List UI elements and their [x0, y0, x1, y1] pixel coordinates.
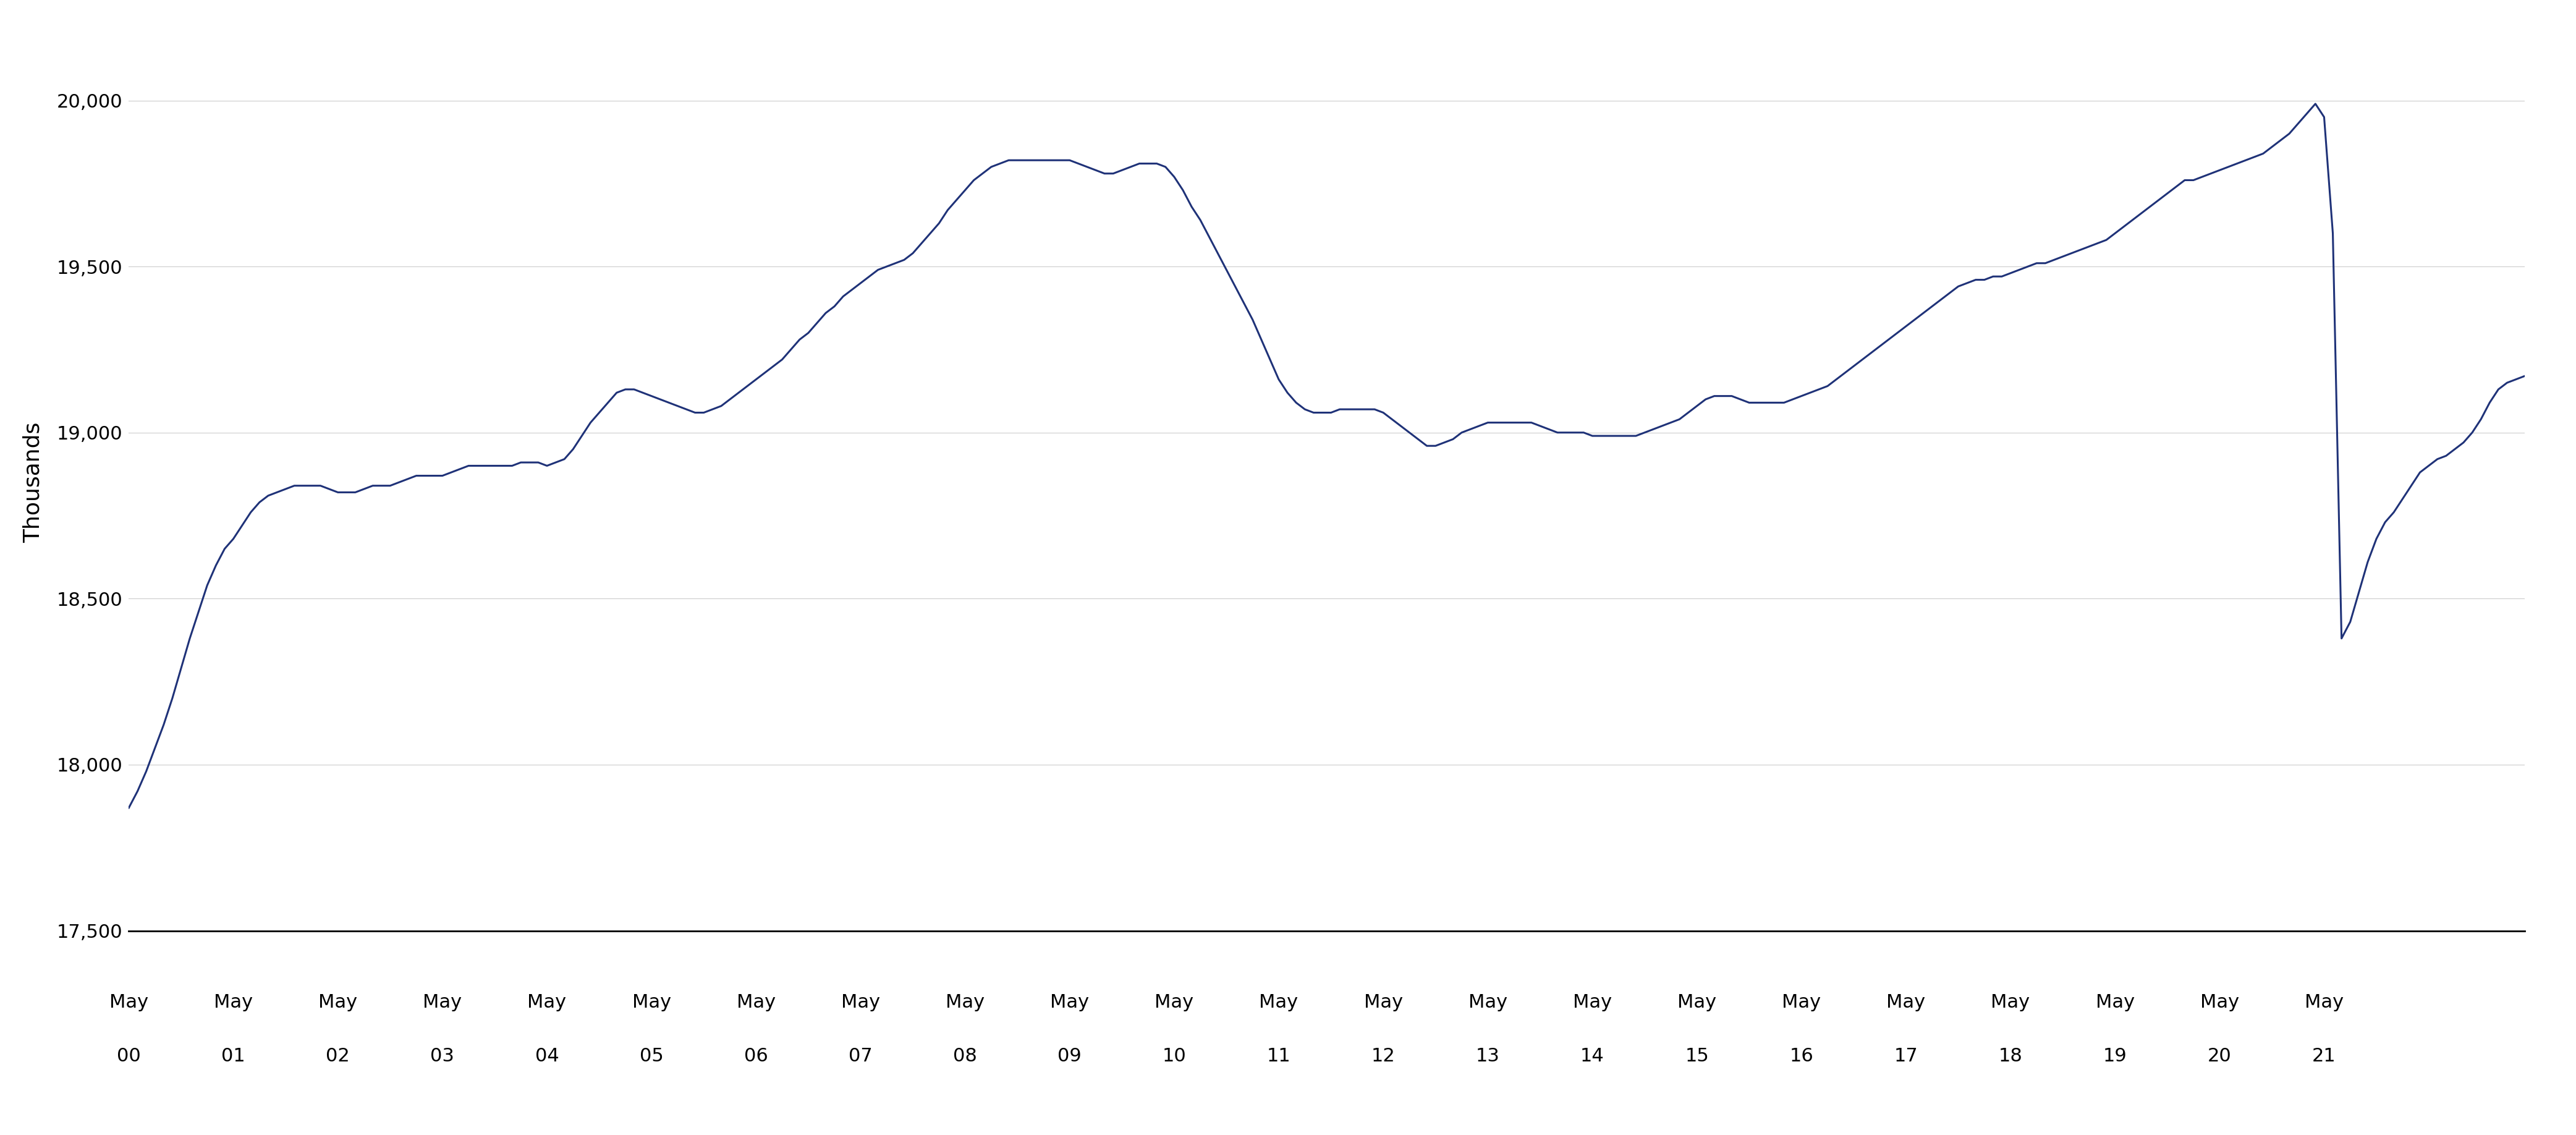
Text: May: May	[214, 993, 252, 1011]
Text: May: May	[528, 993, 567, 1011]
Text: May: May	[737, 993, 775, 1011]
Text: May: May	[1783, 993, 1821, 1011]
Text: 13: 13	[1476, 1048, 1499, 1065]
Text: May: May	[1051, 993, 1090, 1011]
Text: 02: 02	[327, 1048, 350, 1065]
Text: 12: 12	[1370, 1048, 1396, 1065]
Text: 19: 19	[2102, 1048, 2128, 1065]
Text: May: May	[945, 993, 984, 1011]
Text: 21: 21	[2313, 1048, 2336, 1065]
Text: 10: 10	[1162, 1048, 1185, 1065]
Text: May: May	[2306, 993, 2344, 1011]
Text: 14: 14	[1579, 1048, 1605, 1065]
Text: May: May	[1574, 993, 1613, 1011]
Text: May: May	[1886, 993, 1924, 1011]
Text: May: May	[631, 993, 670, 1011]
Text: May: May	[1260, 993, 1298, 1011]
Text: 04: 04	[536, 1048, 559, 1065]
Text: May: May	[2200, 993, 2239, 1011]
Text: 05: 05	[639, 1048, 665, 1065]
Text: 03: 03	[430, 1048, 453, 1065]
Text: 07: 07	[848, 1048, 873, 1065]
Text: 06: 06	[744, 1048, 768, 1065]
Text: 17: 17	[1893, 1048, 1919, 1065]
Text: 16: 16	[1790, 1048, 1814, 1065]
Text: 01: 01	[222, 1048, 245, 1065]
Text: May: May	[2094, 993, 2136, 1011]
Text: 15: 15	[1685, 1048, 1708, 1065]
Text: 09: 09	[1059, 1048, 1082, 1065]
Text: May: May	[1154, 993, 1193, 1011]
Text: May: May	[1468, 993, 1507, 1011]
Text: May: May	[319, 993, 358, 1011]
Text: May: May	[1363, 993, 1404, 1011]
Text: 20: 20	[2208, 1048, 2231, 1065]
Text: May: May	[422, 993, 461, 1011]
Text: May: May	[108, 993, 149, 1011]
Text: 08: 08	[953, 1048, 976, 1065]
Text: May: May	[1991, 993, 2030, 1011]
Y-axis label: Thousands: Thousands	[23, 422, 44, 543]
Text: 11: 11	[1267, 1048, 1291, 1065]
Text: 00: 00	[116, 1048, 142, 1065]
Text: 18: 18	[1999, 1048, 2022, 1065]
Text: May: May	[842, 993, 881, 1011]
Text: May: May	[1677, 993, 1716, 1011]
